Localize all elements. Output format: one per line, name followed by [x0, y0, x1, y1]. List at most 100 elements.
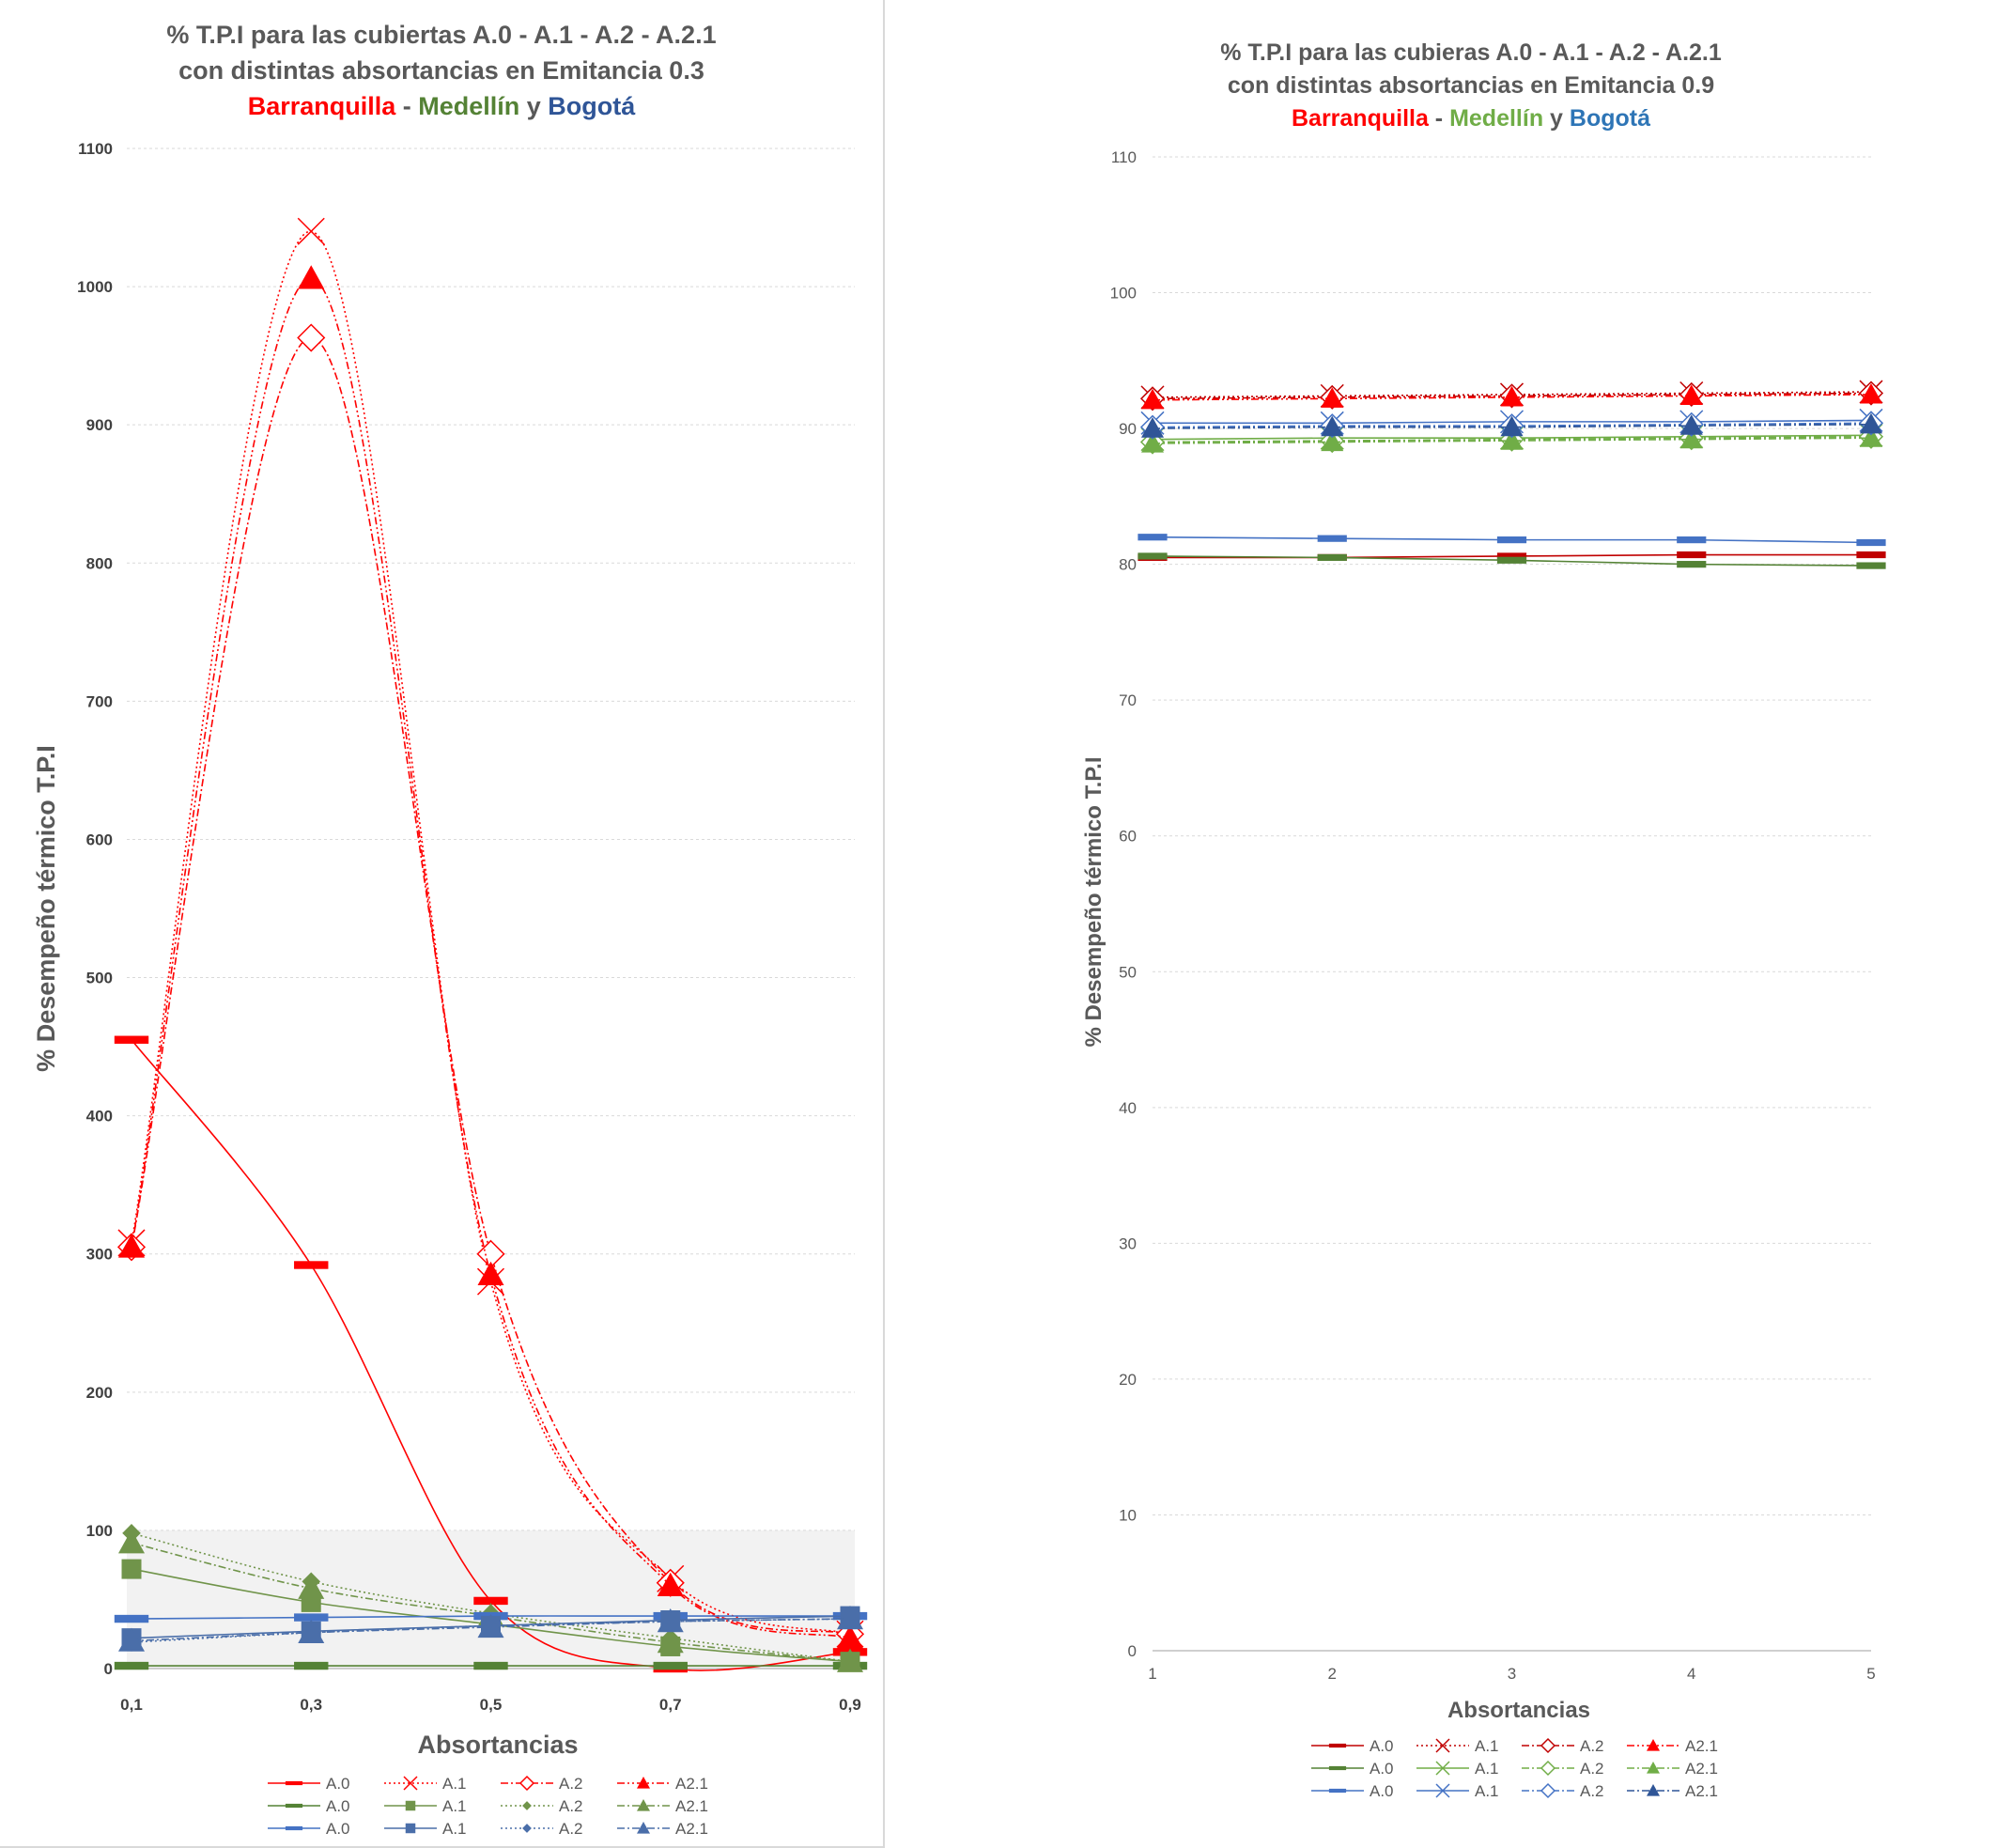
title-city-2: Medellín: [1449, 105, 1543, 132]
series-bogot-a0: [1138, 534, 1886, 547]
title-city-1: -: [395, 92, 418, 120]
series-line: [131, 1039, 851, 1671]
y-tick-label-0: 0: [104, 1660, 113, 1678]
legend-entry-3: A2.1: [617, 1775, 708, 1793]
y-tick-label-100: 100: [86, 1522, 113, 1540]
legend-entry-0: A.0: [268, 1775, 350, 1793]
data-point-0: [1138, 534, 1168, 541]
legend-label: A.1: [1475, 1760, 1499, 1778]
title-city-0: Barranquilla: [1292, 105, 1430, 132]
y-tick-label-1100: 1100: [78, 140, 113, 158]
data-point-0: [118, 1530, 145, 1554]
legend-label: A.2: [1580, 1782, 1604, 1800]
legend-marker-stroke-b: [403, 1776, 418, 1791]
x-axis-title: Absortancias: [417, 1731, 578, 1759]
legend-marker: [403, 1776, 418, 1791]
series-barranquilla-a1: [117, 217, 864, 1648]
legend-entry-7: A2.1: [617, 1797, 708, 1815]
legend-label: A.0: [326, 1775, 350, 1793]
x-axis-title: Absortancias: [1447, 1698, 1590, 1723]
data-point-3: [1677, 561, 1707, 568]
legend-label: A.2: [1580, 1760, 1604, 1778]
series-bogot-a21: [118, 1606, 863, 1652]
legend-label: A2.1: [1685, 1737, 1718, 1755]
data-point-3: [1679, 414, 1703, 435]
y-tick-label-40: 40: [1119, 1099, 1137, 1117]
chart-emitancia-0-3: % T.P.I para las cubiertas A.0 - A.1 - A…: [32, 21, 868, 1838]
y-tick-label-30: 30: [1119, 1235, 1137, 1252]
data-point-3: [1679, 384, 1703, 405]
legend-entry-6: A.2: [1522, 1760, 1604, 1778]
data-point-4: [1856, 538, 1886, 547]
legend-entry-5: A.1: [1416, 1760, 1499, 1778]
legend-marker: [1435, 1761, 1450, 1776]
legend-marker: [637, 1799, 650, 1811]
chart-title-line-1: % T.P.I para las cubieras A.0 - A.1 - A.…: [1220, 39, 1722, 66]
legend-marker: [1328, 1765, 1347, 1771]
chart-title-cities: Barranquilla - Medellín y Bogotá: [1292, 105, 1650, 132]
legend-entry-10: A.2: [501, 1820, 583, 1838]
data-point-0: [1141, 417, 1164, 438]
x-tick-label-1: 0,3: [300, 1696, 322, 1714]
data-point-1: [294, 1613, 329, 1622]
legend-marker: [1647, 1784, 1660, 1796]
series-line: [131, 336, 851, 1635]
legend-label: A.1: [442, 1775, 467, 1793]
data-point-3: [1679, 427, 1703, 449]
data-point-1: [294, 1661, 329, 1670]
series-barranquilla-a2: [116, 323, 865, 1649]
data-point-3: [657, 1629, 684, 1654]
legend-entry-4: A.0: [1311, 1760, 1394, 1778]
data-point-0: [121, 1559, 142, 1579]
y-tick-label-400: 400: [86, 1108, 113, 1126]
data-point-3: [1677, 551, 1707, 559]
legend-marker: [1540, 1737, 1556, 1754]
data-point-3: [653, 1661, 688, 1670]
legend-label: A.1: [442, 1797, 467, 1815]
data-point-0: [118, 1627, 145, 1652]
legend-marker: [285, 1780, 303, 1786]
data-point-1: [1317, 553, 1347, 562]
legend-label: A2.1: [675, 1797, 708, 1815]
legend-marker: [1435, 1738, 1450, 1753]
x-tick-label-4: 0,9: [839, 1696, 861, 1714]
legend-label: A.2: [559, 1820, 583, 1838]
chart-title-line-2: con distintas absortancias en Emitancia …: [178, 56, 704, 85]
data-point-3: [657, 1607, 684, 1633]
x-tick-label-2: 0,5: [480, 1696, 503, 1714]
legend-label: A.0: [1370, 1737, 1394, 1755]
legend-marker-stroke-b: [1435, 1738, 1450, 1753]
data-point-2: [1496, 556, 1527, 564]
y-tick-label-0: 0: [1128, 1642, 1137, 1660]
data-point-1: [297, 217, 325, 245]
title-city-4: Bogotá: [548, 92, 636, 120]
data-point-2: [1496, 552, 1527, 560]
legend-marker: [285, 1803, 303, 1809]
legend-label: A.2: [1580, 1737, 1604, 1755]
legend-label: A2.1: [675, 1775, 708, 1793]
series-line: [131, 1618, 851, 1643]
legend-entry-9: A.1: [1416, 1782, 1499, 1800]
legend-entry-10: A.2: [1522, 1782, 1604, 1800]
series-barranquilla-a21: [118, 265, 863, 1649]
legend-entry-9: A.1: [384, 1820, 467, 1838]
data-point-1: [298, 1619, 325, 1643]
legend-marker: [637, 1777, 650, 1789]
y-tick-label-700: 700: [86, 692, 113, 710]
series-bogot-a21: [1141, 412, 1882, 438]
data-point-1: [297, 323, 326, 352]
x-tick-label-0: 1: [1148, 1665, 1156, 1683]
data-point-0: [114, 1614, 149, 1623]
data-point-2: [477, 1613, 504, 1638]
legend-marker: [405, 1823, 416, 1834]
title-city-1: -: [1429, 105, 1449, 132]
data-point-2: [1500, 385, 1524, 407]
data-point-1: [298, 265, 325, 289]
y-tick-label-20: 20: [1119, 1371, 1137, 1389]
chart-panel-emitancia-0-9: % T.P.I para las cubieras A.0 - A.1 - A.…: [1014, 0, 2012, 1848]
legend-marker: [637, 1822, 650, 1834]
legend-entry-2: A.2: [501, 1775, 583, 1793]
data-point-1: [1321, 387, 1344, 408]
y-tick-label-110: 110: [1111, 148, 1137, 166]
x-tick-label-4: 5: [1866, 1665, 1875, 1683]
